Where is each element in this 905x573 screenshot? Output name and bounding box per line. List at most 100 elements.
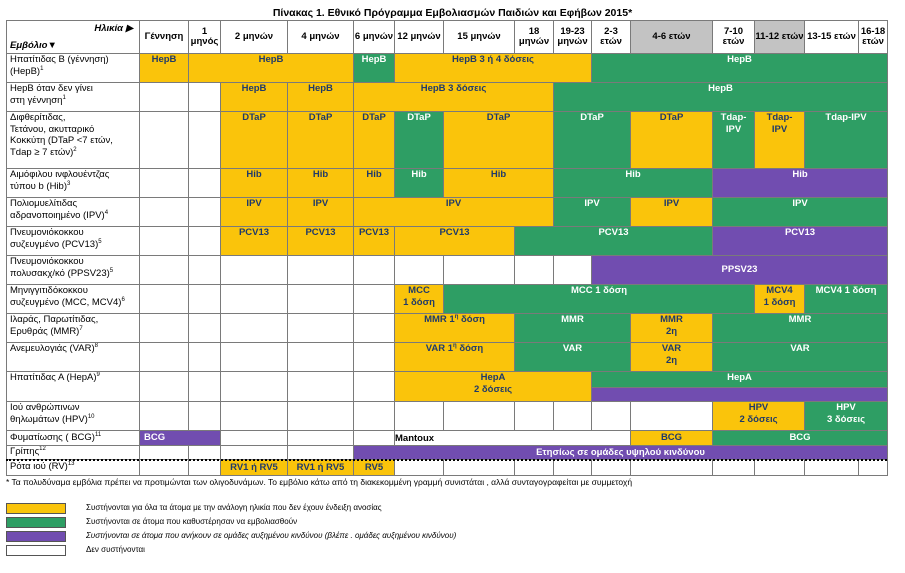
schedule-cell: RV1 ή RV5 bbox=[220, 459, 288, 476]
schedule-cell: HepA 2 δόσεις bbox=[394, 371, 592, 402]
age-col-4m: 4 μηνών bbox=[287, 20, 354, 54]
schedule-cell: VAR bbox=[514, 342, 631, 372]
schedule-cell bbox=[139, 401, 189, 431]
legend-text-yellow: Συστήνονται για όλα τα άτομα με την ανάλ… bbox=[86, 503, 382, 512]
vaccine-label: Εμβόλιο▼ bbox=[10, 40, 57, 51]
schedule-cell bbox=[139, 111, 189, 169]
schedule-cell: HPV 2 δόσεις bbox=[712, 401, 805, 431]
schedule-cell bbox=[287, 371, 354, 402]
schedule-cell: HepA bbox=[591, 371, 888, 388]
schedule-cell: BCG bbox=[630, 430, 713, 446]
legend-text-white: Δεν συστήνονται bbox=[86, 545, 145, 554]
vaccine-name: Διφθερίτιδας, Τετάνου, ακυτταρικό Κοκκύτη … bbox=[6, 111, 140, 169]
schedule-cell: PCV13 bbox=[353, 226, 395, 256]
table-row: Ηπατίτιδας Α (HepA)9 HepA 2 δόσεις HepA bbox=[6, 371, 888, 402]
vaccine-name: Πνευμονιόκοκκου πολυσακχ/κό (PPSV23)5 bbox=[6, 255, 140, 285]
schedule-cell: HepB bbox=[353, 53, 395, 83]
schedule-cell bbox=[139, 445, 189, 460]
schedule-cell bbox=[630, 459, 713, 476]
schedule-cell: HepB 3 δόσεις bbox=[353, 82, 554, 112]
schedule-cell bbox=[287, 255, 354, 285]
schedule-cell bbox=[712, 459, 755, 476]
schedule-cell bbox=[353, 401, 395, 431]
schedule-cell bbox=[220, 445, 288, 460]
schedule-cell bbox=[443, 459, 515, 476]
schedule-cell: Hib bbox=[394, 168, 444, 198]
schedule-cell: PCV13 bbox=[712, 226, 888, 256]
schedule-cell: Tdap-IPV bbox=[754, 111, 805, 169]
schedule-cell: PCV13 bbox=[514, 226, 713, 256]
schedule-cell: PCV13 bbox=[287, 226, 354, 256]
age-col-2-3y: 2-3 ετών bbox=[591, 20, 631, 54]
schedule-cell: RV1 ή RV5 bbox=[287, 459, 354, 476]
schedule-cell: PCV13 bbox=[394, 226, 515, 256]
schedule-cell bbox=[591, 401, 631, 431]
age-col-16-18y: 16-18 ετών bbox=[858, 20, 888, 54]
schedule-cell bbox=[188, 226, 221, 256]
age-col-2m: 2 μηνών bbox=[220, 20, 288, 54]
table-row: Φυματίωσης ( BCG)11 BCG Mantoux BCG BCG bbox=[6, 430, 888, 446]
schedule-cell bbox=[220, 313, 288, 343]
schedule-cell bbox=[394, 459, 444, 476]
schedule-cell bbox=[220, 284, 288, 314]
table-row: Ηπατίτιδας Β (γέννηση) (HepB)1 HepB HepB … bbox=[6, 53, 888, 83]
schedule-cell bbox=[394, 255, 444, 285]
schedule-cell bbox=[139, 371, 189, 402]
table-row: Πνευμονιόκοκκου συζευγμένο (PCV13)5 PCV13… bbox=[6, 226, 888, 256]
vaccine-name: Ρότα ιού (RV)13 bbox=[6, 459, 140, 476]
schedule-cell bbox=[188, 168, 221, 198]
schedule-cell bbox=[188, 82, 221, 112]
schedule-cell: HepB 3 ή 4 δόσεις bbox=[394, 53, 592, 83]
schedule-cell: Hib bbox=[443, 168, 554, 198]
schedule-cell bbox=[514, 401, 554, 431]
schedule-cell: DTaP bbox=[353, 111, 395, 169]
legend-text-green: Συστήνονται σε άτομα που καθυστέρησαν να… bbox=[86, 517, 298, 526]
header-row: Ηλικία ▶ Εμβόλιο▼ Γέννηση 1 μηνός 2 μηνώ… bbox=[6, 20, 888, 54]
age-col-11-12y: 11-12 ετών bbox=[754, 20, 805, 54]
table-row: HepB όταν δεν γίνει στη γέννηση1 HepB Hep… bbox=[6, 82, 888, 112]
schedule-cell: MMR 1η δόση bbox=[394, 313, 515, 343]
age-col-15m: 15 μηνών bbox=[443, 20, 515, 54]
vaccine-name: HepB όταν δεν γίνει στη γέννηση1 bbox=[6, 82, 140, 112]
table-row: Διφθερίτιδας, Τετάνου, ακυτταρικό Κοκκύτη … bbox=[6, 111, 888, 169]
schedule-cell bbox=[353, 255, 395, 285]
schedule-cell: MCV4 1 δόση bbox=[754, 284, 805, 314]
legend-swatch-white bbox=[6, 545, 66, 556]
schedule-cell: Tdap-IPV bbox=[804, 111, 888, 169]
schedule-cell bbox=[139, 226, 189, 256]
vaccine-name: Πολιομυελίτιδας αδρανοποιημένο (IPV)4 bbox=[6, 197, 140, 227]
schedule-cell: Hib bbox=[553, 168, 713, 198]
schedule-cell bbox=[188, 459, 221, 476]
mantoux-label: Mantoux bbox=[394, 430, 631, 446]
table-row: Ρότα ιού (RV)13 RV1 ή RV5 RV1 ή RV5 RV5 bbox=[6, 459, 888, 476]
age-col-12m: 12 μηνών bbox=[394, 20, 444, 54]
table-row: Γρίπης12 Ετησίως σε ομάδες υψηλού κινδύν… bbox=[6, 445, 888, 460]
schedule-cell bbox=[287, 430, 354, 446]
vaccine-name: Γρίπης12 bbox=[6, 445, 140, 460]
schedule-cell: IPV bbox=[287, 197, 354, 227]
schedule-cell bbox=[804, 459, 859, 476]
legend-swatch-yellow bbox=[6, 503, 66, 514]
age-col-13-15y: 13-15 ετών bbox=[804, 20, 859, 54]
schedule-cell: PPSV23 bbox=[591, 255, 888, 285]
vaccine-name: Μηνιγγιτιδόκοκκου συζευγμένο (MCC, MCV4)6 bbox=[6, 284, 140, 314]
schedule-cell: DTaP bbox=[443, 111, 554, 169]
age-col-7-10y: 7-10 ετών bbox=[712, 20, 755, 54]
schedule-cell bbox=[139, 459, 189, 476]
vaccine-name: Ηπατίτιδας Β (γέννηση) (HepB)1 bbox=[6, 53, 140, 83]
table-row: Ιού ανθρώπινων θηλωμάτων (HPV)10 HPV 2 δόσ… bbox=[6, 401, 888, 431]
schedule-cell bbox=[287, 284, 354, 314]
schedule-cell: IPV bbox=[553, 197, 631, 227]
schedule-cell: HepB bbox=[591, 53, 888, 83]
schedule-cell: Hib bbox=[220, 168, 288, 198]
schedule-cell bbox=[353, 430, 395, 446]
schedule-cell bbox=[287, 401, 354, 431]
schedule-cell bbox=[188, 342, 221, 372]
schedule-cell: PCV13 bbox=[220, 226, 288, 256]
schedule-cell: RV5 bbox=[353, 459, 395, 476]
schedule-cell bbox=[188, 284, 221, 314]
schedule-cell: MMR bbox=[712, 313, 888, 343]
schedule-cell: DTaP bbox=[394, 111, 444, 169]
schedule-cell bbox=[188, 371, 221, 402]
age-col-4-6y: 4-6 ετών bbox=[630, 20, 713, 54]
